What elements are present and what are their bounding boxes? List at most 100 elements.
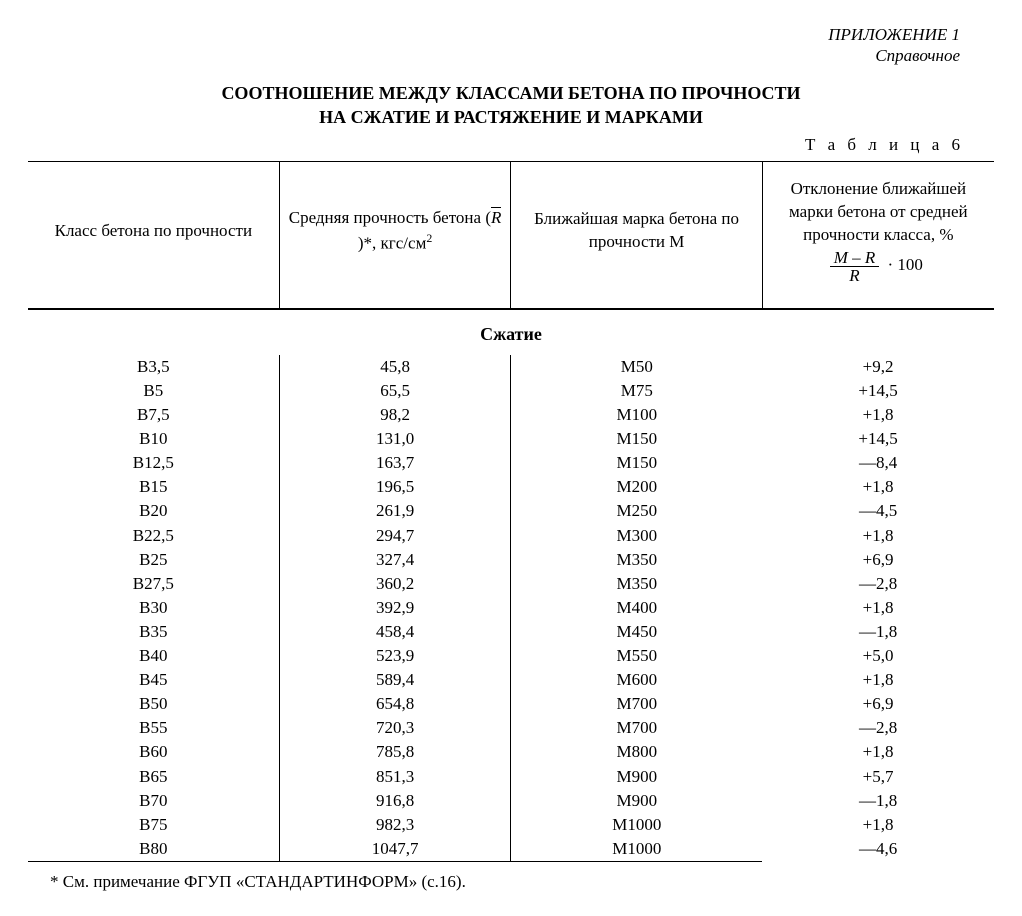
cell-deviation: +1,8 bbox=[762, 596, 994, 620]
cell-class: В70 bbox=[28, 789, 279, 813]
cell-class: В65 bbox=[28, 765, 279, 789]
table-row: В25327,4М350+6,9 bbox=[28, 548, 994, 572]
cell-deviation: +6,9 bbox=[762, 548, 994, 572]
cell-mark: М200 bbox=[511, 475, 762, 499]
header-col2-sup: 2 bbox=[426, 231, 432, 245]
header-col4: Отклонение ближайшей марки бетона от сре… bbox=[762, 162, 994, 309]
title-line1: СООТНОШЕНИЕ МЕЖДУ КЛАССАМИ БЕТОНА ПО ПРО… bbox=[28, 81, 994, 105]
cell-mark: М800 bbox=[511, 740, 762, 764]
header-col2-pre: Средняя прочность бетона ( bbox=[289, 208, 491, 227]
cell-mark: М350 bbox=[511, 572, 762, 596]
header-col1: Класс бетона по прочности bbox=[28, 162, 279, 309]
cell-class: В50 bbox=[28, 692, 279, 716]
header-col2-rbar: R bbox=[491, 207, 501, 230]
table-row: В565,5М75+14,5 bbox=[28, 379, 994, 403]
cell-class: В60 bbox=[28, 740, 279, 764]
concrete-class-table: Класс бетона по прочности Средняя прочно… bbox=[28, 161, 994, 862]
cell-deviation: +14,5 bbox=[762, 427, 994, 451]
table-row: В40523,9М550+5,0 bbox=[28, 644, 994, 668]
bottom-rule-cell bbox=[511, 861, 762, 862]
cell-mark: М900 bbox=[511, 789, 762, 813]
table-row: В65851,3М900+5,7 bbox=[28, 765, 994, 789]
cell-class: В35 bbox=[28, 620, 279, 644]
formula-tail: · 100 bbox=[884, 255, 927, 274]
table-row: В3,545,8М50+9,2 bbox=[28, 355, 994, 379]
cell-mark: М450 bbox=[511, 620, 762, 644]
cell-mark: М550 bbox=[511, 644, 762, 668]
table-row: В75982,3М1000+1,8 bbox=[28, 813, 994, 837]
cell-strength: 851,3 bbox=[279, 765, 511, 789]
cell-strength: 720,3 bbox=[279, 716, 511, 740]
cell-mark: М1000 bbox=[511, 813, 762, 837]
table-row: В10131,0М150+14,5 bbox=[28, 427, 994, 451]
cell-strength: 163,7 bbox=[279, 451, 511, 475]
header-col2-post: )*, кгс/см bbox=[358, 233, 426, 252]
cell-deviation: +1,8 bbox=[762, 524, 994, 548]
cell-mark: М100 bbox=[511, 403, 762, 427]
cell-deviation: +1,8 bbox=[762, 813, 994, 837]
cell-strength: 916,8 bbox=[279, 789, 511, 813]
cell-deviation: —4,5 bbox=[762, 499, 994, 523]
cell-mark: М1000 bbox=[511, 837, 762, 861]
cell-strength: 196,5 bbox=[279, 475, 511, 499]
cell-deviation: +1,8 bbox=[762, 668, 994, 692]
cell-strength: 131,0 bbox=[279, 427, 511, 451]
table-row: В27,5360,2М350—2,8 bbox=[28, 572, 994, 596]
bottom-rule-cell bbox=[279, 861, 511, 862]
table-row: В15196,5М200+1,8 bbox=[28, 475, 994, 499]
cell-deviation: —1,8 bbox=[762, 789, 994, 813]
table-row: В50654,8М700+6,9 bbox=[28, 692, 994, 716]
page: ПРИЛОЖЕНИЕ 1 Справочное СООТНОШЕНИЕ МЕЖД… bbox=[0, 0, 1022, 916]
cell-class: В80 bbox=[28, 837, 279, 861]
cell-class: В12,5 bbox=[28, 451, 279, 475]
cell-class: В55 bbox=[28, 716, 279, 740]
appendix-block: ПРИЛОЖЕНИЕ 1 Справочное bbox=[28, 24, 994, 67]
table-body: СжатиеВ3,545,8М50+9,2В565,5М75+14,5В7,59… bbox=[28, 309, 994, 861]
cell-mark: М700 bbox=[511, 716, 762, 740]
header-col2: Средняя прочность бетона (R )*, кгс/см2 bbox=[279, 162, 511, 309]
title-line2: НА СЖАТИЕ И РАСТЯЖЕНИЕ И МАРКАМИ bbox=[28, 105, 994, 129]
cell-class: В3,5 bbox=[28, 355, 279, 379]
cell-strength: 982,3 bbox=[279, 813, 511, 837]
cell-strength: 654,8 bbox=[279, 692, 511, 716]
header-col3: Ближайшая марка бетона по прочности М bbox=[511, 162, 762, 309]
table-row: В801047,7М1000—4,6 bbox=[28, 837, 994, 861]
appendix-line2: Справочное bbox=[28, 45, 960, 66]
section-heading: Сжатие bbox=[28, 309, 994, 355]
cell-deviation: —4,6 bbox=[762, 837, 994, 861]
appendix-line1: ПРИЛОЖЕНИЕ 1 bbox=[28, 24, 960, 45]
header-col4-formula: M – R R · 100 bbox=[830, 249, 927, 284]
cell-class: В20 bbox=[28, 499, 279, 523]
bottom-rule-cell bbox=[762, 861, 994, 862]
cell-strength: 589,4 bbox=[279, 668, 511, 692]
table-header-row: Класс бетона по прочности Средняя прочно… bbox=[28, 162, 994, 309]
document-title: СООТНОШЕНИЕ МЕЖДУ КЛАССАМИ БЕТОНА ПО ПРО… bbox=[28, 81, 994, 130]
footnote: * См. примечание ФГУП «СТАНДАРТИНФОРМ» (… bbox=[28, 872, 994, 892]
cell-class: В5 bbox=[28, 379, 279, 403]
cell-mark: М150 bbox=[511, 427, 762, 451]
cell-deviation: +5,7 bbox=[762, 765, 994, 789]
cell-strength: 294,7 bbox=[279, 524, 511, 548]
cell-class: В40 bbox=[28, 644, 279, 668]
cell-class: В75 bbox=[28, 813, 279, 837]
cell-strength: 360,2 bbox=[279, 572, 511, 596]
cell-mark: М600 bbox=[511, 668, 762, 692]
cell-mark: М350 bbox=[511, 548, 762, 572]
formula-numerator: M – R bbox=[830, 249, 880, 267]
cell-strength: 523,9 bbox=[279, 644, 511, 668]
cell-strength: 261,9 bbox=[279, 499, 511, 523]
table-row: В35458,4М450—1,8 bbox=[28, 620, 994, 644]
bottom-rule-row bbox=[28, 861, 994, 862]
table-row: В70916,8М900—1,8 bbox=[28, 789, 994, 813]
cell-deviation: +6,9 bbox=[762, 692, 994, 716]
cell-deviation: —8,4 bbox=[762, 451, 994, 475]
cell-strength: 785,8 bbox=[279, 740, 511, 764]
header-col1-text: Класс бетона по прочности bbox=[55, 220, 252, 243]
table-row: В55720,3М700—2,8 bbox=[28, 716, 994, 740]
cell-mark: М75 bbox=[511, 379, 762, 403]
cell-strength: 458,4 bbox=[279, 620, 511, 644]
table-row: В22,5294,7М300+1,8 bbox=[28, 524, 994, 548]
header-col4-text: Отклонение ближайшей марки бетона от сре… bbox=[771, 178, 986, 247]
cell-strength: 327,4 bbox=[279, 548, 511, 572]
cell-strength: 98,2 bbox=[279, 403, 511, 427]
